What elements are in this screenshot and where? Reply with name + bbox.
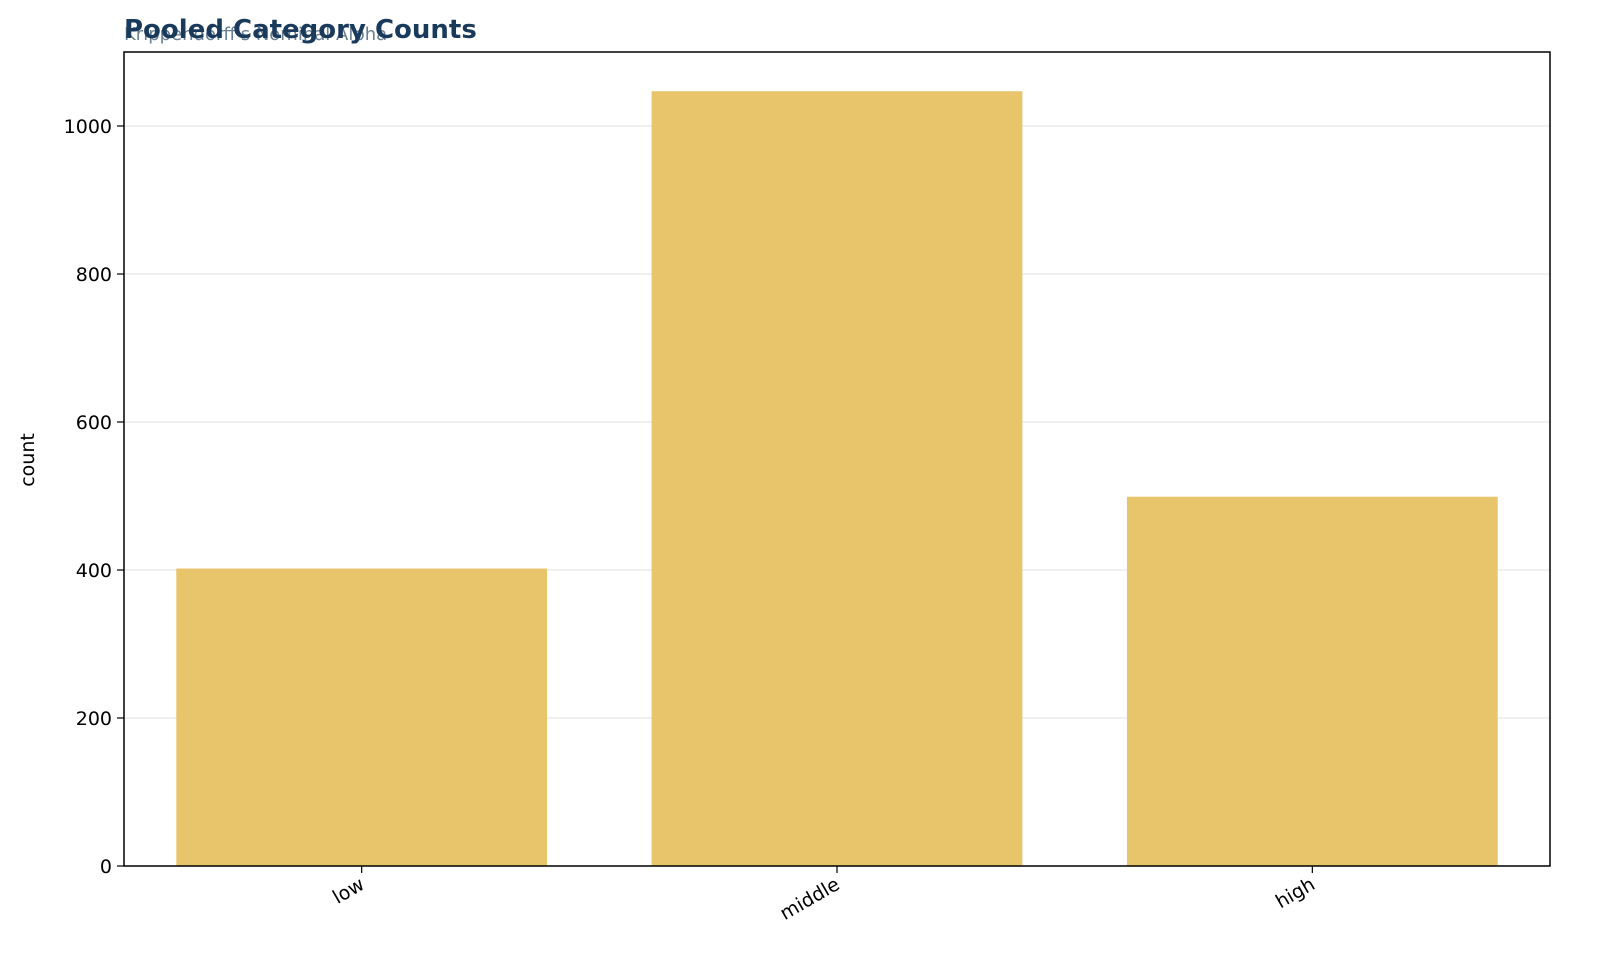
- bar: [651, 91, 1023, 867]
- y-tick-label: 600: [76, 412, 112, 434]
- x-tick-label: low: [329, 873, 368, 908]
- y-axis-label: count: [17, 433, 39, 487]
- y-tick-label: 800: [76, 264, 112, 286]
- x-tick-label: high: [1272, 873, 1319, 913]
- bar: [1126, 496, 1498, 866]
- y-tick-label: 400: [76, 560, 112, 582]
- chart-subtitle: Krippendorff's Nominal Alpha: [124, 24, 387, 45]
- y-tick-label: 0: [100, 856, 112, 878]
- plot-frame: [123, 51, 1551, 867]
- y-tick-label: 1000: [64, 116, 112, 138]
- y-tick-label: 200: [76, 708, 112, 730]
- x-tick-label: middle: [776, 873, 843, 924]
- bar: [176, 568, 548, 866]
- chart-title: Pooled Category Counts: [124, 15, 477, 45]
